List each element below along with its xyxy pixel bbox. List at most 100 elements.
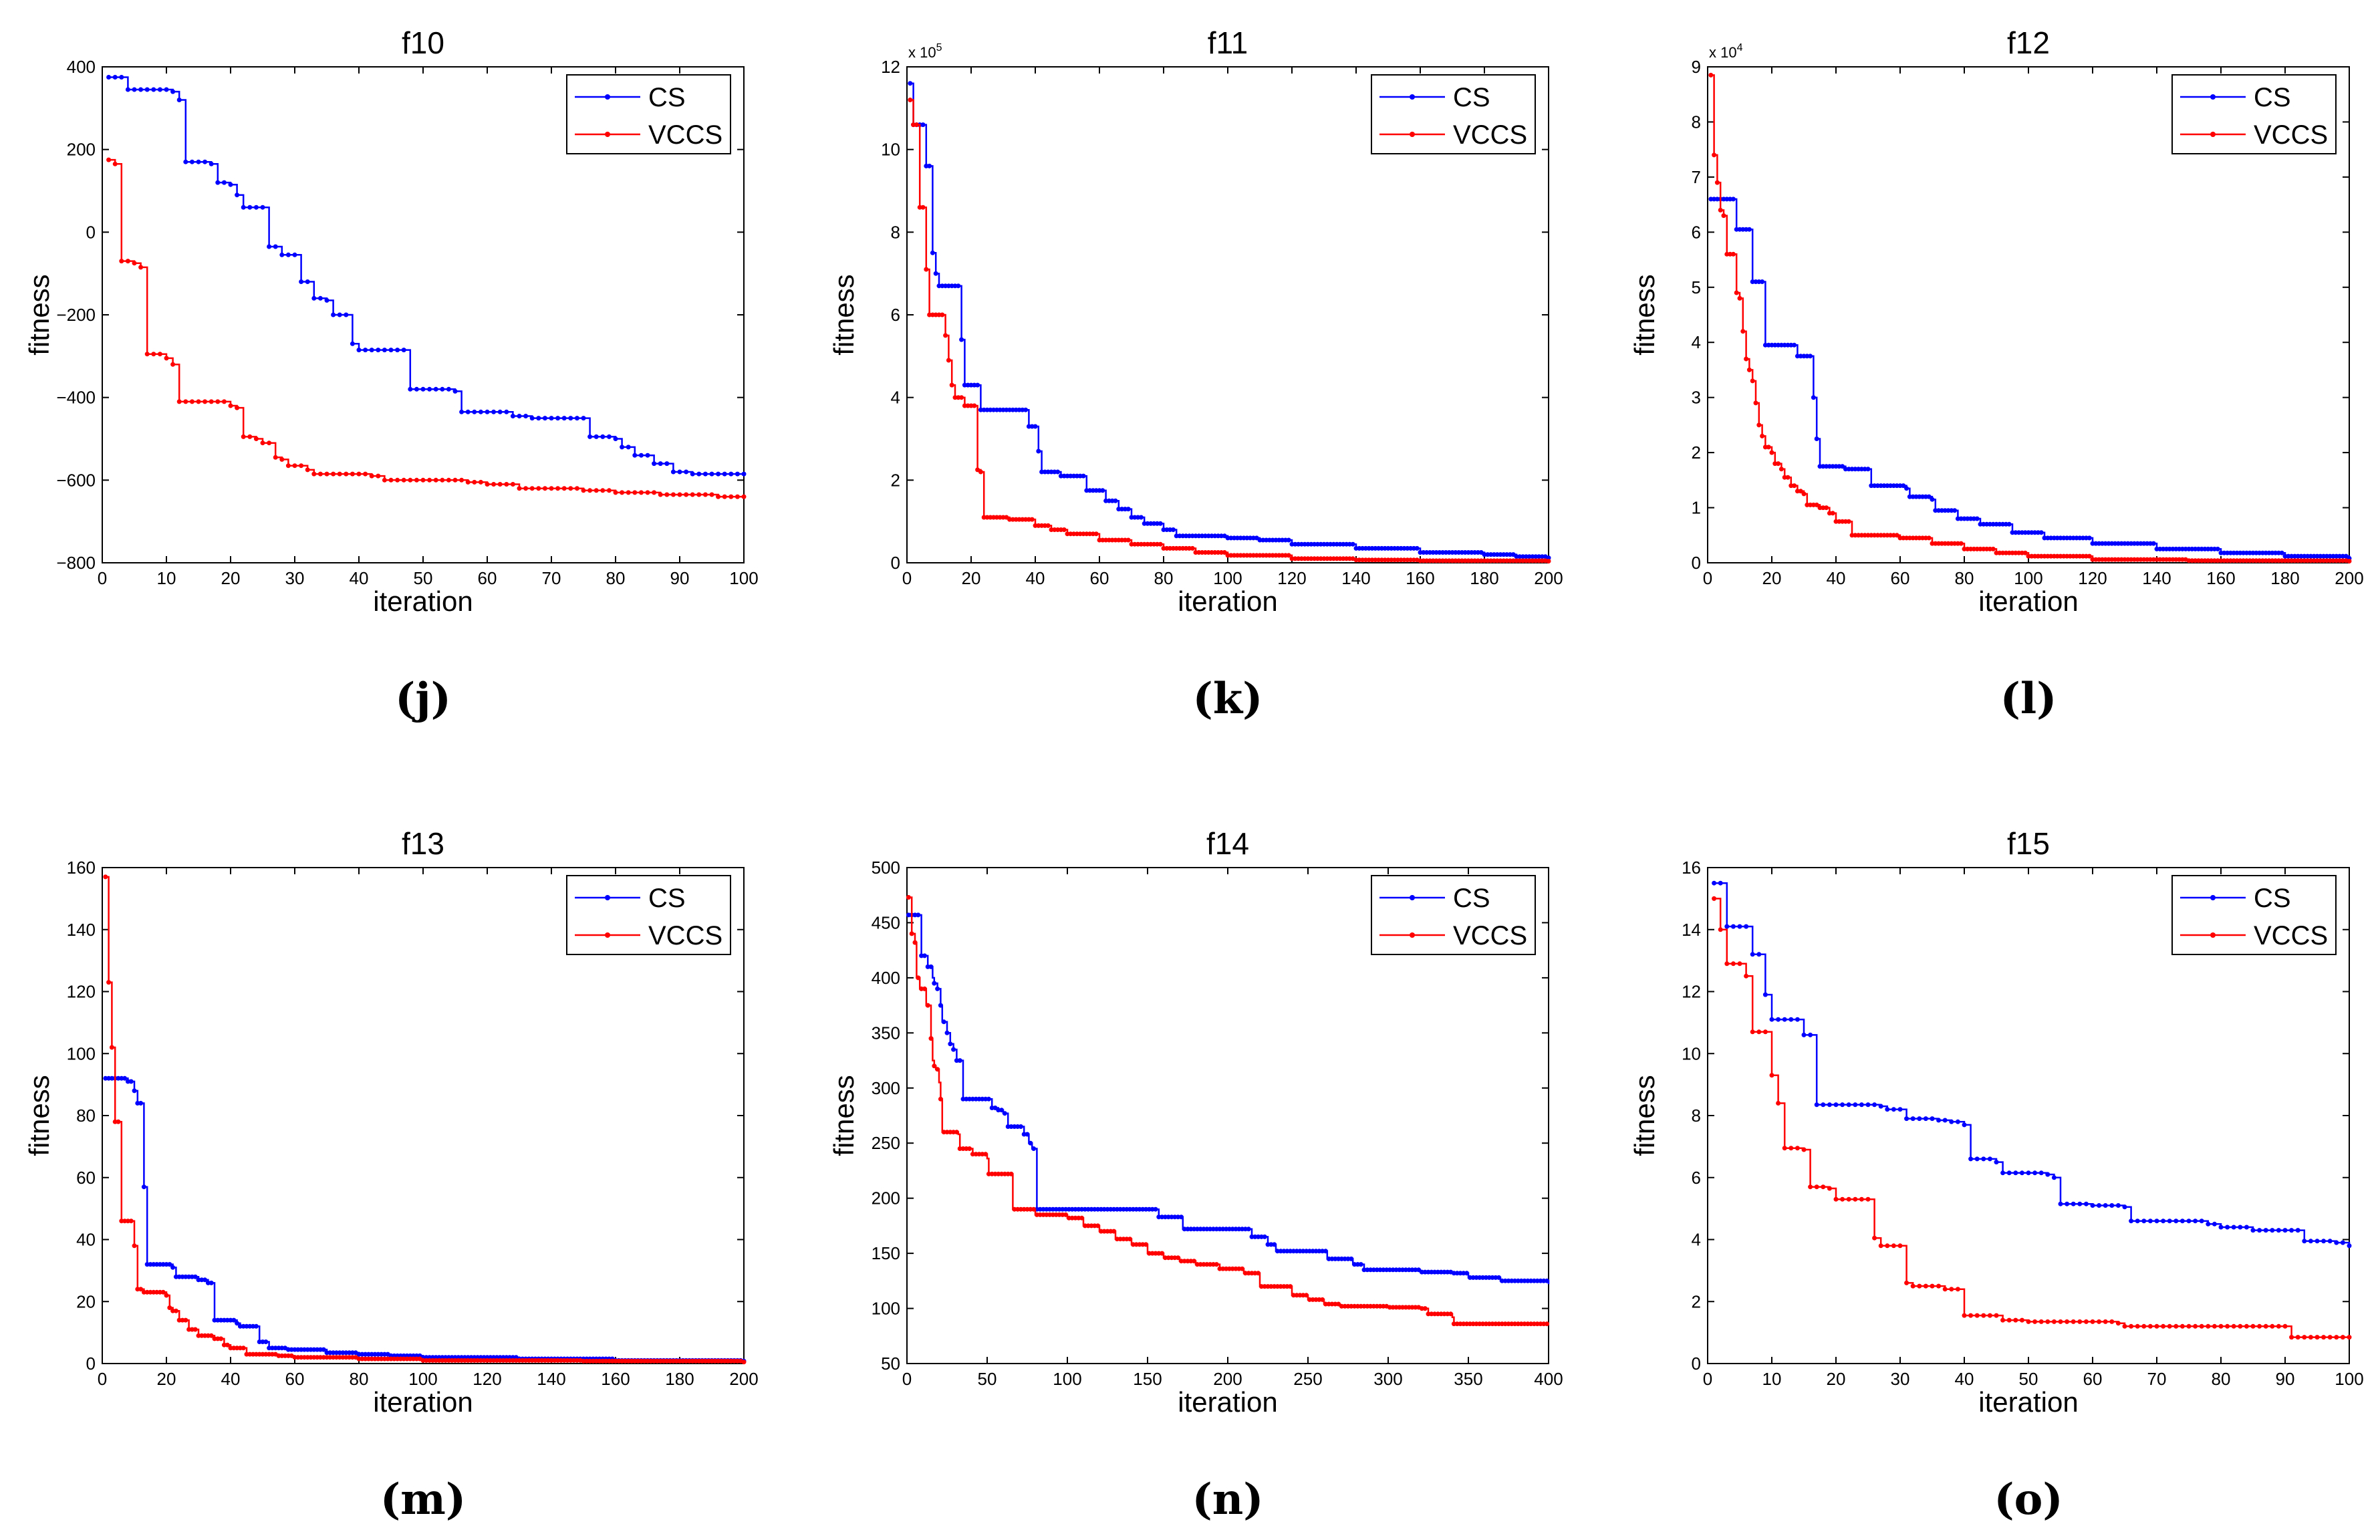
- x-tick-label: 50: [978, 1369, 997, 1389]
- data-point-VCCS: [1031, 1206, 1037, 1212]
- data-point-VCCS: [170, 362, 176, 367]
- data-point-CS: [1494, 552, 1500, 557]
- data-point-VCCS: [626, 1358, 631, 1364]
- data-point-VCCS: [1113, 537, 1118, 543]
- data-point-CS: [968, 382, 974, 388]
- data-point-VCCS: [732, 1358, 737, 1364]
- data-point-VCCS: [366, 1356, 371, 1362]
- data-point-CS: [299, 279, 304, 284]
- y-tick-label: 60: [76, 1168, 96, 1188]
- data-point-VCCS: [1498, 558, 1503, 563]
- x-tick-label: 180: [2270, 568, 2299, 588]
- data-point-CS: [2206, 1221, 2211, 1227]
- data-point-CS: [2231, 550, 2236, 555]
- data-point-VCCS: [916, 975, 921, 981]
- legend-label-VCCS: VCCS: [2254, 921, 2328, 950]
- legend-label-VCCS: VCCS: [648, 120, 722, 150]
- data-point-CS: [1066, 1206, 1071, 1212]
- x-axis-label: iteration: [1178, 1386, 1277, 1418]
- data-point-VCCS: [1389, 557, 1394, 563]
- data-point-VCCS: [983, 1152, 988, 1157]
- data-point-CS: [2225, 1225, 2230, 1230]
- data-point-VCCS: [1293, 556, 1298, 561]
- data-point-VCCS: [1007, 517, 1013, 522]
- data-point-VCCS: [1859, 533, 1864, 538]
- data-point-CS: [1776, 1017, 1781, 1022]
- data-point-CS: [1069, 1206, 1075, 1212]
- data-point-CS: [613, 436, 618, 441]
- legend-marker-CS: [605, 895, 610, 900]
- data-point-CS: [2186, 546, 2192, 551]
- data-point-CS: [192, 1274, 198, 1279]
- data-point-CS: [1294, 1249, 1299, 1254]
- data-point-VCCS: [1158, 541, 1163, 547]
- data-point-CS: [1904, 486, 1909, 491]
- data-point-VCCS: [677, 1358, 682, 1364]
- data-point-VCCS: [935, 1067, 940, 1072]
- data-point-CS: [2270, 550, 2275, 555]
- data-point-VCCS: [2083, 1319, 2089, 1324]
- data-point-CS: [116, 1075, 121, 1081]
- data-point-CS: [1202, 533, 1208, 539]
- data-point-CS: [379, 1352, 384, 1357]
- data-point-VCCS: [526, 1358, 531, 1363]
- data-point-VCCS: [225, 1342, 230, 1348]
- data-point-VCCS: [1946, 541, 1951, 546]
- data-point-VCCS: [2177, 557, 2182, 562]
- y-tick-label: 450: [872, 912, 900, 932]
- data-point-VCCS: [2090, 557, 2095, 562]
- data-point-CS: [928, 964, 934, 969]
- data-point-CS: [1328, 541, 1333, 547]
- data-point-CS: [2013, 1170, 2018, 1176]
- data-point-CS: [2212, 546, 2217, 551]
- data-point-VCCS: [395, 477, 400, 483]
- chart-f15: 0 10 20 30 40 50 60 70 80 90 1000246810121416f15it…: [1629, 826, 2364, 1525]
- data-point-VCCS: [2093, 557, 2099, 562]
- data-point-CS: [1949, 508, 1954, 513]
- data-point-CS: [2090, 1203, 2095, 1208]
- data-point-VCCS: [1949, 541, 1954, 546]
- data-point-CS: [1762, 992, 1768, 997]
- data-point-VCCS: [684, 1358, 689, 1364]
- data-point-CS: [1242, 1227, 1248, 1232]
- data-point-VCCS: [2067, 553, 2073, 559]
- data-point-VCCS: [1515, 1321, 1520, 1327]
- x-tick-label: 40: [1827, 568, 1846, 588]
- data-point-VCCS: [1778, 467, 1784, 472]
- data-point-CS: [260, 1339, 265, 1344]
- data-point-VCCS: [1018, 1206, 1023, 1212]
- data-point-CS: [2119, 541, 2124, 546]
- data-point-VCCS: [642, 1358, 647, 1364]
- data-point-VCCS: [469, 1358, 474, 1363]
- data-point-VCCS: [241, 434, 246, 439]
- panel-label: (l): [2000, 674, 2057, 724]
- data-point-CS: [2083, 535, 2089, 541]
- data-point-VCCS: [1387, 1305, 1392, 1310]
- chart-f14: 0 50 100 150 200 250 300 350 4005010015020025030…: [828, 826, 1563, 1525]
- data-point-CS: [157, 87, 162, 92]
- data-point-VCCS: [1506, 1321, 1511, 1327]
- data-point-CS: [1345, 1256, 1351, 1261]
- data-point-CS: [363, 348, 368, 353]
- data-point-VCCS: [2298, 558, 2304, 563]
- data-point-VCCS: [2029, 553, 2034, 559]
- data-point-CS: [2321, 1239, 2327, 1244]
- data-point-CS: [2122, 1204, 2127, 1210]
- data-point-CS: [2038, 530, 2044, 535]
- data-point-VCCS: [1081, 531, 1086, 537]
- data-point-CS: [2179, 546, 2185, 551]
- data-point-CS: [1166, 1214, 1171, 1220]
- y-tick-label: 5: [1692, 277, 1701, 297]
- data-point-VCCS: [936, 312, 942, 317]
- data-point-VCCS: [539, 1358, 545, 1363]
- data-point-CS: [1397, 1267, 1402, 1273]
- data-point-VCCS: [964, 1146, 969, 1151]
- data-point-CS: [305, 279, 310, 284]
- x-tick-label: 60: [2083, 1369, 2103, 1389]
- data-point-CS: [1256, 1234, 1261, 1239]
- y-tick-label: 2: [1692, 442, 1701, 463]
- data-point-VCCS: [1172, 1255, 1178, 1261]
- data-point-VCCS: [1331, 556, 1336, 561]
- data-point-CS: [536, 416, 541, 421]
- data-point-VCCS: [1833, 519, 1839, 524]
